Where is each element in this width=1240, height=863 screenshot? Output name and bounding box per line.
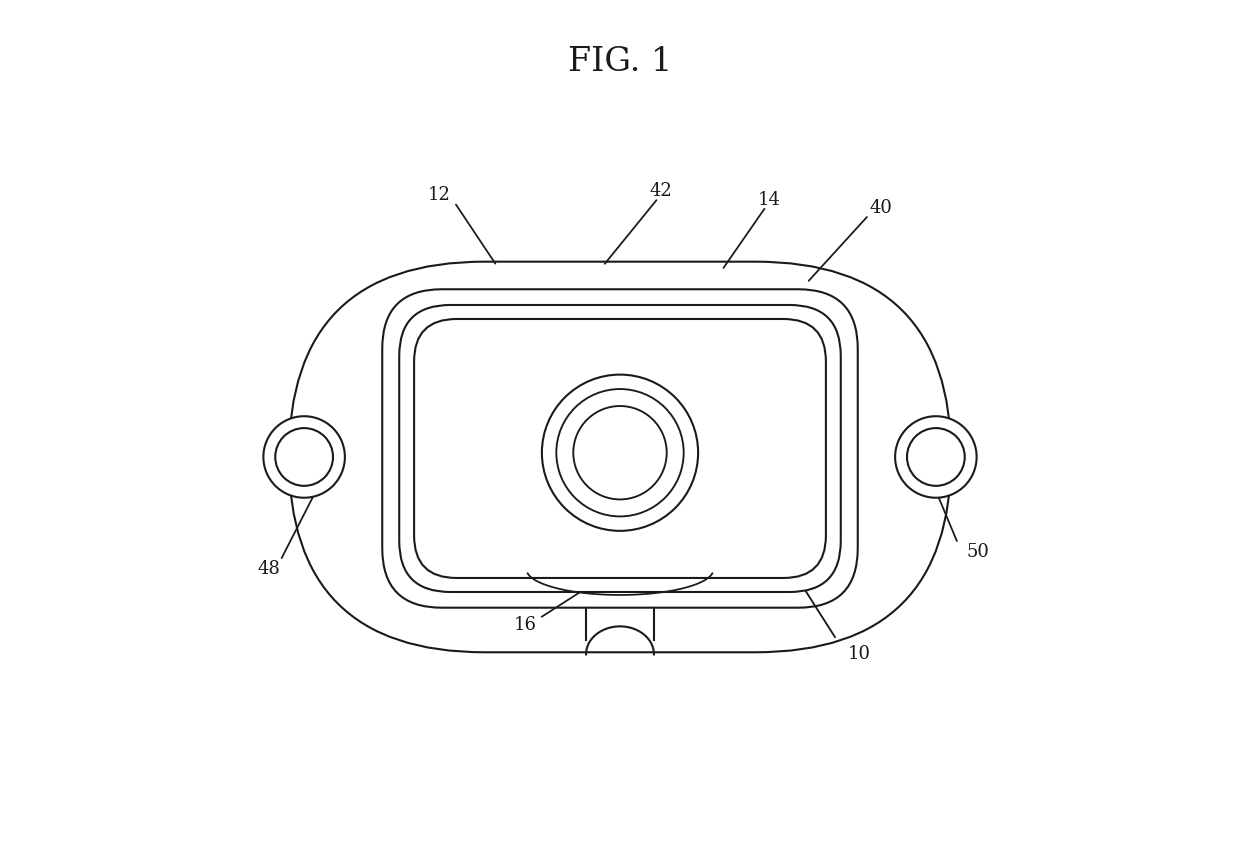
FancyBboxPatch shape [382, 289, 858, 608]
Text: 14: 14 [758, 191, 781, 209]
Circle shape [542, 375, 698, 531]
Circle shape [263, 416, 345, 498]
FancyBboxPatch shape [414, 319, 826, 578]
FancyBboxPatch shape [399, 305, 841, 592]
Text: 48: 48 [258, 560, 280, 578]
Text: 50: 50 [966, 543, 990, 561]
Circle shape [573, 406, 667, 500]
Text: FIG. 1: FIG. 1 [568, 46, 672, 79]
Text: 10: 10 [848, 645, 870, 663]
Text: 16: 16 [513, 616, 537, 634]
Circle shape [895, 416, 977, 498]
Text: 40: 40 [869, 199, 892, 217]
Circle shape [906, 428, 965, 486]
Text: 12: 12 [428, 186, 450, 205]
Text: 42: 42 [650, 182, 672, 200]
FancyBboxPatch shape [289, 261, 951, 652]
Circle shape [275, 428, 334, 486]
Circle shape [557, 389, 683, 516]
